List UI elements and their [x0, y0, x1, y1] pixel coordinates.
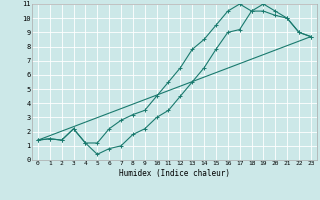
X-axis label: Humidex (Indice chaleur): Humidex (Indice chaleur)	[119, 169, 230, 178]
